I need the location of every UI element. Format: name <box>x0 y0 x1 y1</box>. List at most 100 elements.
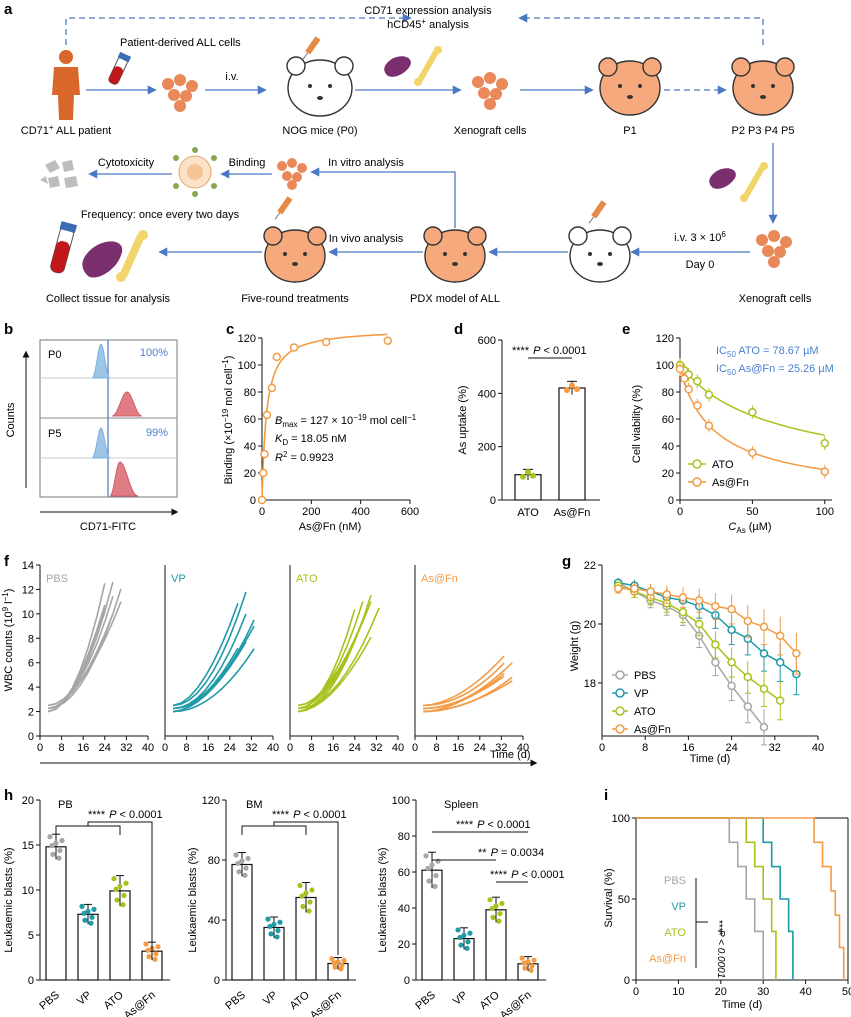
patient-label: CD71+ ALL patient <box>21 123 112 137</box>
g-point <box>759 722 769 732</box>
legend-ato: ATO <box>712 459 734 471</box>
e-point <box>748 408 757 417</box>
h-sp-sig1: **** P < 0.0001 <box>456 819 531 831</box>
e-x-tick-label: 0 <box>677 506 683 518</box>
g-point <box>727 658 736 667</box>
b-p0: P0 <box>48 349 61 361</box>
h-bm-dot <box>233 852 239 858</box>
f-0-x-tick-label: 32 <box>120 742 132 754</box>
binding-plot: 0 200 400 600 0 20 40 60 80 100 120 <box>238 333 420 518</box>
f-0-y-tick-label: 12 <box>22 584 34 596</box>
h-sp-dot <box>433 873 439 879</box>
e-y-tick-label: 60 <box>662 414 674 426</box>
i-x-tick-label: 0 <box>633 986 639 998</box>
panel-g-label: g <box>562 553 571 570</box>
d-category-label: ATO <box>517 507 539 519</box>
h-bm-dot <box>329 956 335 962</box>
d-ylabel: As uptake (%) <box>457 385 469 454</box>
g-legend-asfn: As@Fn <box>634 724 671 736</box>
f-0-x-tick-label: 40 <box>142 742 154 754</box>
h-sp-dot <box>455 927 461 933</box>
h-pb-dot <box>155 944 161 950</box>
e-point <box>748 448 757 457</box>
f-3-x-tick-label: 8 <box>434 742 440 754</box>
panel-i-label: i <box>604 787 608 804</box>
syringe-icon <box>302 36 321 60</box>
h-pb-dot <box>49 842 55 849</box>
c-xlabel: As@Fn (nM) <box>299 521 362 533</box>
histogram-p5-control <box>91 427 111 459</box>
h-sp-y-tick-label: 60 <box>398 867 410 879</box>
f-group-label: VP <box>171 573 186 585</box>
c-data-point <box>260 449 269 459</box>
nanoparticle-cell-icon <box>173 147 217 197</box>
viability-plot: 0 50 100 0 20 40 60 80 100 120 <box>656 333 834 518</box>
h-sp-dot <box>496 918 502 924</box>
h-bm-y-tick-label: 40 <box>208 915 220 927</box>
f-2-x-tick-label: 16 <box>327 742 339 754</box>
pdx-label: PDX model of ALL <box>410 293 500 305</box>
h-pb-dot <box>59 837 65 844</box>
f-1-x-tick-label: 32 <box>245 742 257 754</box>
h-bm-dot <box>307 899 313 905</box>
h-bm-dot <box>299 893 305 899</box>
cell-cluster-icon <box>472 72 508 110</box>
h-bm-dot <box>274 934 280 940</box>
h-bm-sig: **** P < 0.0001 <box>272 809 347 821</box>
h-bm-category-label: VP <box>261 989 280 1008</box>
h-sp-dot <box>528 967 534 973</box>
h-pb-dot <box>145 947 151 953</box>
h-sp-y-tick-label: 20 <box>398 939 410 951</box>
h-bm-dot <box>239 858 245 864</box>
i-pval: P < 0.0001 <box>715 930 726 978</box>
panel-c: c 0 200 400 600 0 20 40 60 80 100 120 Binding (×10… <box>221 321 419 533</box>
g-line-As@Fn <box>618 587 797 654</box>
e-y-tick-label: 20 <box>662 468 674 480</box>
histogram-p5-stain <box>109 461 139 497</box>
g-point <box>792 649 801 658</box>
in-vitro-label: In vitro analysis <box>328 157 404 169</box>
e-point <box>704 421 714 430</box>
f-2-x-tick-label: 32 <box>370 742 382 754</box>
h-sp-dot <box>519 955 525 961</box>
spleen-icon <box>82 241 123 278</box>
g-point <box>727 681 736 691</box>
i-x-tick-label: 10 <box>672 986 684 998</box>
h-pb-dot <box>82 917 88 923</box>
h-pb-dot <box>91 906 97 912</box>
c-bmax: Bmax = 127 × 10−19 mol cell−1 <box>275 413 417 429</box>
f-3-x-tick-label: 24 <box>474 742 486 754</box>
h-pb-dot <box>57 847 63 854</box>
h-pb-dot <box>111 876 117 882</box>
f-mouse-line <box>297 594 372 713</box>
f-1-x-tick-label: 0 <box>162 742 168 754</box>
mouse-orange-icon <box>598 57 662 116</box>
f-mouse-line <box>297 636 372 713</box>
e-y-tick-label: 100 <box>656 360 674 372</box>
f-group-label: ATO <box>296 573 318 585</box>
h-bm-dot <box>306 908 312 914</box>
h-sp-dot <box>525 959 531 965</box>
f-0-y-tick-label: 10 <box>22 609 34 621</box>
i-sig: **** <box>713 920 724 936</box>
h-bm-bracket <box>241 821 339 955</box>
c-ylabel: Binding (×10−19 mol cell−1) <box>221 356 235 485</box>
i-xlabel: Time (d) <box>722 999 763 1011</box>
h-pb-dot <box>56 855 62 861</box>
h-bm-dot <box>297 882 303 889</box>
g-point <box>727 604 736 614</box>
panel-d-label: d <box>454 321 463 338</box>
e-point <box>675 364 685 374</box>
h-pb-dot <box>143 941 149 947</box>
h-pb-dot <box>153 951 159 957</box>
c-y-tick-label: 40 <box>244 441 256 453</box>
h-sp-category-label: PBS <box>413 989 438 1012</box>
g-legend-vp: VP <box>634 688 649 700</box>
g-y-tick-label: 20 <box>584 619 596 631</box>
e-legend: ATO As@Fn <box>688 459 749 489</box>
g-point <box>678 607 688 617</box>
h-sp-dot <box>435 858 441 864</box>
h-pb-category-label: PBS <box>37 989 62 1012</box>
